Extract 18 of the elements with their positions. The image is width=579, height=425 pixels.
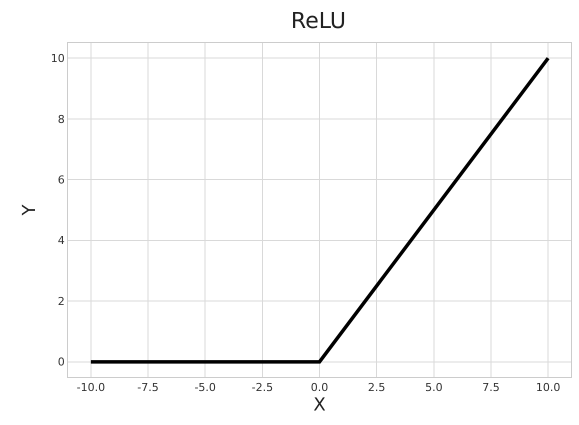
x-tick-label: 2.5 xyxy=(368,381,386,394)
y-tick-label: 8 xyxy=(58,112,65,126)
x-tick-label: 0.0 xyxy=(310,381,328,394)
x-axis-title: X xyxy=(313,394,326,416)
x-tick-label: -10.0 xyxy=(76,381,106,394)
y-tick-label: 2 xyxy=(58,294,65,308)
x-tick-label: 10.0 xyxy=(536,381,560,394)
x-tick-label: 5.0 xyxy=(425,381,443,394)
y-axis-title: Y xyxy=(19,204,40,216)
y-tick-label: 10 xyxy=(50,52,65,66)
x-tick-label: -5.0 xyxy=(194,381,216,394)
y-tick-label: 4 xyxy=(58,234,65,248)
chart-title: ReLU xyxy=(290,9,346,34)
y-tick-label: 6 xyxy=(58,173,65,186)
x-tick-label: -7.5 xyxy=(137,381,159,394)
x-tick-label: 7.5 xyxy=(482,381,500,394)
x-tick-label: -2.5 xyxy=(252,381,274,394)
y-tick-label: 0 xyxy=(58,356,65,369)
